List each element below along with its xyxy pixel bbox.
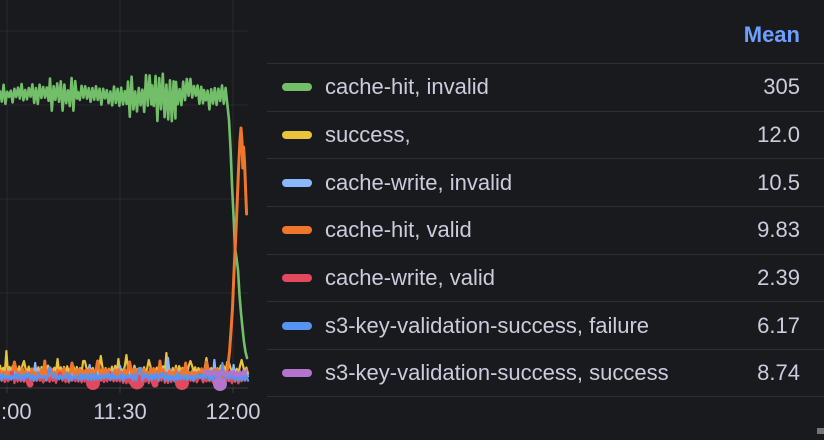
resize-handle[interactable] <box>817 428 824 434</box>
series-color-swatch[interactable] <box>282 274 312 283</box>
svg-text:12:00: 12:00 <box>205 399 260 424</box>
svg-text::00: :00 <box>1 399 32 424</box>
legend-table: Mean cache-hit, invalid 305 success, 12.… <box>267 0 824 440</box>
series-label[interactable]: cache-write, valid <box>325 265 495 291</box>
series-mean-value: 305 <box>763 74 800 100</box>
series-mean-value: 9.83 <box>757 217 800 243</box>
series-color-swatch[interactable] <box>282 321 312 330</box>
series-label[interactable]: s3-key-validation-success, success <box>325 359 669 385</box>
series-color-swatch[interactable] <box>282 83 312 92</box>
legend-header-row: Mean <box>267 0 824 63</box>
legend-row[interactable]: s3-key-validation-success, success 8.74 <box>267 349 824 397</box>
series-label[interactable]: cache-write, invalid <box>325 169 513 195</box>
series-mean-value: 12.0 <box>757 122 800 148</box>
series-color-swatch[interactable] <box>282 178 312 187</box>
chart-area[interactable]: :00 11:30 12:00 <box>0 0 267 440</box>
legend-mean-header[interactable]: Mean <box>743 21 800 47</box>
series-color-swatch[interactable] <box>282 226 312 235</box>
series-label[interactable]: cache-hit, invalid <box>325 74 489 100</box>
series-mean-value: 8.74 <box>757 359 800 385</box>
legend-row[interactable]: s3-key-validation-success, failure 6.17 <box>267 301 824 349</box>
series-label[interactable]: success, <box>325 122 411 148</box>
legend-row[interactable]: cache-hit, valid 9.83 <box>267 206 824 254</box>
series-label[interactable]: cache-hit, valid <box>325 217 472 243</box>
legend-row[interactable]: cache-write, invalid 10.5 <box>267 158 824 206</box>
legend-row[interactable]: cache-write, valid 2.39 <box>267 253 824 302</box>
legend-row[interactable]: success, 12.0 <box>267 110 824 159</box>
timeseries-svg: :00 11:30 12:00 <box>0 0 261 424</box>
series-mean-value: 10.5 <box>757 169 800 195</box>
svg-text:11:30: 11:30 <box>93 399 146 424</box>
series-mean-value: 2.39 <box>757 265 800 291</box>
series-label[interactable]: s3-key-validation-success, failure <box>325 312 650 338</box>
series-color-swatch[interactable] <box>282 368 312 377</box>
series-color-swatch[interactable] <box>282 131 312 140</box>
legend-row[interactable]: cache-hit, invalid 305 <box>267 63 824 111</box>
series-mean-value: 6.17 <box>757 312 800 338</box>
